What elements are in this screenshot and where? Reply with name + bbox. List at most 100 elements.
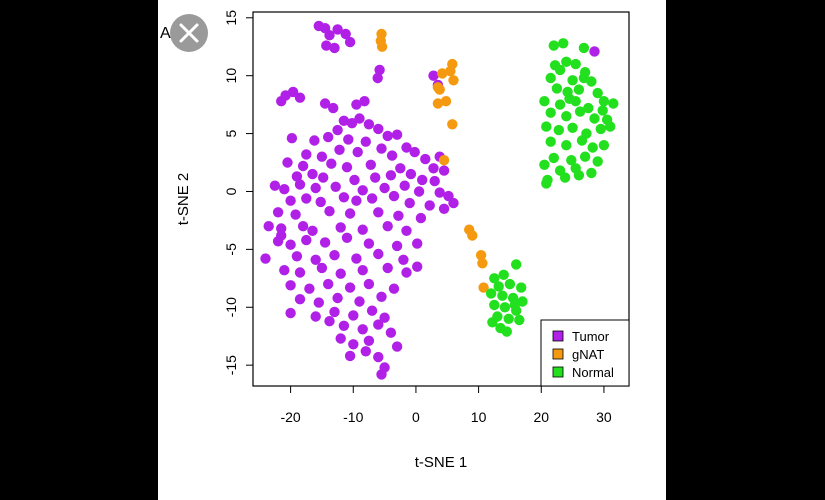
point-tumor-72 — [315, 196, 326, 208]
point-tumor-99 — [341, 232, 353, 243]
point-tumor-126 — [332, 292, 343, 304]
close-button[interactable] — [170, 14, 208, 52]
point-normal-32 — [561, 140, 572, 151]
point-gnat-10 — [432, 98, 444, 109]
point-tumor-17 — [351, 99, 362, 110]
point-tumor-98 — [319, 237, 331, 248]
point-normal-1 — [558, 38, 569, 49]
point-normal-19 — [608, 98, 619, 109]
point-tumor-43 — [326, 158, 337, 169]
point-tumor-28 — [286, 133, 298, 144]
point-tumor-53 — [349, 174, 360, 186]
point-tumor-141 — [363, 335, 375, 346]
point-normal-48 — [564, 93, 575, 105]
point-tumor-89 — [297, 221, 309, 232]
point-tumor-33 — [352, 146, 363, 158]
point-tumor-79 — [438, 203, 450, 214]
point-normal-71 — [509, 299, 521, 311]
point-tumor-144 — [373, 351, 384, 363]
point-tumor-49 — [438, 165, 450, 176]
point-tumor-96 — [285, 239, 296, 250]
point-tumor-140 — [348, 339, 359, 350]
point-tumor-137 — [373, 319, 384, 330]
point-tumor-81 — [290, 209, 301, 220]
point-normal-59 — [497, 290, 508, 301]
x-tick-label-5: 30 — [596, 409, 612, 425]
point-tumor-94 — [401, 225, 412, 236]
point-normal-8 — [567, 75, 578, 86]
point-tumor-112 — [316, 262, 328, 274]
point-normal-30 — [605, 121, 616, 132]
point-tumor-5 — [321, 40, 332, 51]
point-normal-36 — [548, 152, 559, 164]
point-normal-35 — [598, 140, 610, 151]
point-tumor-129 — [285, 307, 296, 319]
point-tumor-105 — [310, 254, 321, 265]
point-tumor-80 — [272, 207, 284, 218]
point-tumor-110 — [279, 265, 290, 276]
point-normal-2 — [578, 42, 590, 54]
point-tumor-130 — [310, 311, 321, 322]
legend-swatch-tumor — [552, 330, 564, 342]
point-tumor-38 — [409, 146, 420, 158]
point-normal-70 — [501, 326, 512, 337]
point-normal-23 — [589, 113, 600, 124]
point-tumor-85 — [393, 210, 404, 221]
point-tumor-14 — [319, 98, 331, 109]
point-tumor-11 — [287, 86, 299, 98]
point-tumor-118 — [285, 280, 296, 291]
point-tumor-121 — [344, 282, 356, 293]
point-tumor-16 — [359, 96, 370, 107]
point-tumor-136 — [357, 324, 368, 335]
point-tumor-123 — [388, 283, 400, 294]
point-tumor-117 — [412, 261, 423, 272]
point-normal-12 — [573, 84, 585, 95]
point-normal-10 — [551, 83, 563, 94]
point-tumor-147 — [324, 316, 335, 327]
point-normal-46 — [573, 170, 585, 181]
point-normal-66 — [503, 313, 514, 324]
point-gnat-16 — [477, 258, 488, 269]
point-gnat-17 — [478, 282, 489, 293]
point-tumor-124 — [294, 294, 306, 305]
point-tumor-35 — [386, 150, 398, 161]
points-layer — [260, 20, 619, 380]
point-tumor-100 — [363, 238, 375, 249]
point-normal-0 — [548, 40, 559, 51]
point-tumor-52 — [318, 172, 329, 183]
point-tumor-44 — [341, 162, 353, 173]
point-tumor-29 — [343, 134, 354, 145]
point-gnat-6 — [448, 75, 459, 86]
point-normal-39 — [592, 156, 603, 167]
point-tumor-75 — [366, 193, 378, 204]
point-tumor-131 — [329, 306, 340, 318]
panel-label: A — [160, 25, 171, 42]
point-tumor-64 — [379, 182, 390, 194]
point-normal-29 — [595, 123, 606, 135]
point-tumor-13 — [276, 96, 287, 107]
point-tumor-41 — [282, 157, 293, 168]
point-tumor-45 — [365, 159, 376, 170]
point-tumor-63 — [357, 185, 368, 196]
point-tumor-73 — [338, 192, 350, 203]
point-tumor-116 — [401, 267, 412, 278]
point-tumor-146 — [376, 369, 387, 380]
x-tick-label-3: 10 — [471, 409, 487, 425]
point-tumor-26 — [323, 131, 334, 143]
point-tumor-83 — [344, 208, 356, 219]
point-tumor-67 — [434, 187, 445, 198]
point-tumor-70 — [285, 195, 296, 206]
point-tumor-150 — [428, 70, 439, 81]
point-tumor-102 — [412, 238, 423, 249]
y-tick-label-5: 10 — [223, 68, 239, 84]
point-normal-58 — [485, 288, 497, 299]
point-tumor-54 — [370, 172, 381, 183]
point-gnat-2 — [376, 41, 388, 52]
point-tumor-7 — [344, 36, 356, 48]
point-tumor-90 — [307, 225, 318, 236]
point-tumor-86 — [415, 212, 427, 224]
point-tumor-106 — [329, 250, 340, 261]
point-tumor-115 — [382, 262, 393, 274]
point-normal-49 — [578, 72, 590, 84]
